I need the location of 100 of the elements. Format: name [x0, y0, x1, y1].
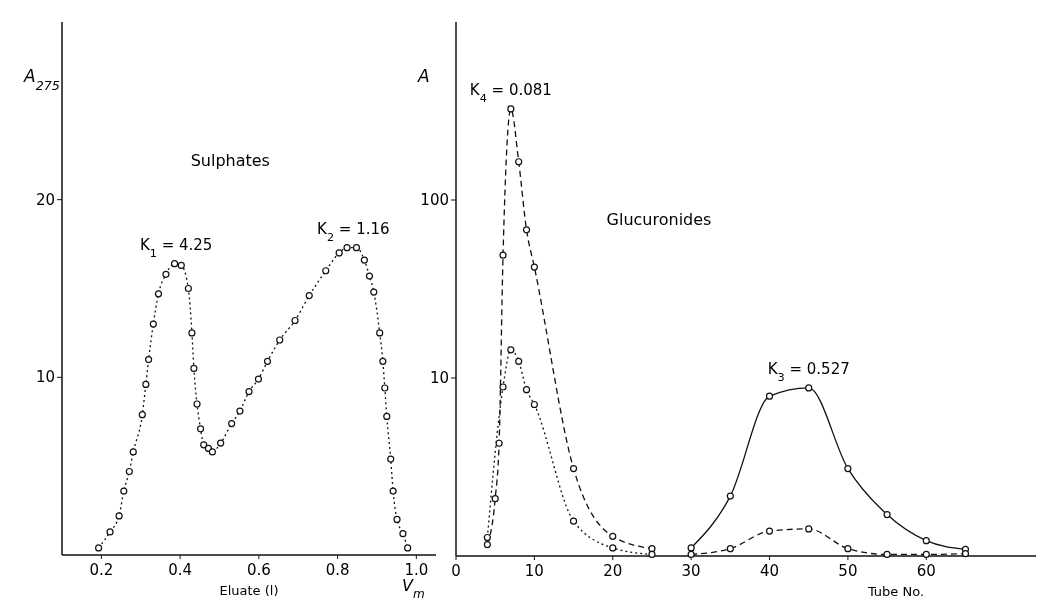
point	[609, 532, 617, 540]
annotation: K$_{4}$ = 0.081	[469, 80, 552, 105]
x-tick-label: 0.8	[325, 561, 350, 579]
point	[515, 158, 523, 166]
point	[609, 544, 617, 552]
x-tick-label: 0.4	[168, 561, 193, 579]
point	[687, 550, 695, 559]
x-tick-label: 10	[524, 562, 544, 580]
point	[142, 380, 150, 389]
x-tick-label: 0.6	[246, 561, 271, 579]
point	[507, 346, 515, 354]
point	[389, 487, 397, 495]
point	[106, 528, 114, 536]
point	[499, 251, 507, 259]
point	[170, 260, 179, 268]
point	[687, 544, 695, 552]
point	[335, 249, 343, 257]
point	[291, 316, 299, 325]
annotation: K$_{3}$ = 0.527	[767, 359, 850, 384]
point	[765, 527, 774, 535]
point	[499, 383, 507, 391]
point	[177, 261, 185, 269]
point	[138, 411, 146, 419]
point	[922, 550, 930, 559]
point	[196, 425, 205, 433]
point	[360, 256, 368, 264]
point	[961, 550, 970, 558]
point	[204, 444, 213, 452]
text: Sulphates	[190, 150, 270, 170]
x-tick-label: 20	[603, 562, 623, 580]
point	[217, 439, 225, 447]
point	[236, 407, 244, 415]
point	[522, 386, 531, 394]
point	[726, 545, 734, 553]
point	[515, 357, 523, 365]
point	[393, 515, 401, 524]
point	[530, 263, 538, 271]
point	[352, 244, 361, 252]
text: V$_{m}$	[402, 576, 425, 601]
point	[491, 495, 499, 503]
x-tick-label: 30	[681, 562, 701, 580]
point	[387, 455, 395, 463]
point	[483, 540, 491, 549]
point	[365, 272, 374, 280]
point	[154, 290, 163, 298]
y-tick-label: 100	[420, 191, 449, 209]
point	[404, 544, 412, 552]
point	[188, 329, 196, 337]
point	[95, 544, 103, 552]
annotation: K$_{1}$ = 4.25	[139, 235, 213, 260]
point	[376, 329, 384, 337]
text: Glucuronides	[606, 209, 712, 229]
point	[569, 517, 578, 525]
point	[922, 537, 930, 545]
point	[483, 533, 491, 542]
point	[200, 441, 208, 449]
point	[805, 384, 813, 392]
point	[322, 267, 330, 275]
point	[254, 375, 263, 383]
point	[379, 357, 387, 365]
point	[399, 530, 407, 538]
point	[726, 492, 734, 500]
x-tick-label: 40	[759, 562, 780, 580]
y-axis-title: A$_{275}$	[23, 66, 60, 93]
point	[883, 550, 891, 559]
point	[184, 284, 192, 293]
point	[245, 387, 253, 396]
point	[844, 545, 852, 553]
x-axis-title: Tube No.	[866, 584, 925, 599]
point	[149, 320, 157, 328]
point	[648, 550, 656, 559]
point	[883, 510, 891, 519]
point	[648, 545, 656, 553]
x-axis-title: Eluate (l)	[219, 583, 279, 598]
point	[190, 364, 198, 373]
x-tick-label: 50	[838, 562, 858, 580]
point	[162, 270, 170, 278]
point	[129, 448, 137, 456]
annotation: K$_{2}$ = 1.16	[317, 219, 390, 244]
x-tick-label: 1.0	[404, 561, 429, 579]
point	[125, 467, 133, 476]
point	[805, 525, 813, 533]
point	[145, 355, 153, 364]
y-axis-title: A	[417, 66, 430, 86]
point	[305, 292, 313, 300]
point	[522, 226, 531, 234]
point	[276, 336, 284, 344]
x-tick-label: 0.2	[89, 561, 114, 579]
x-tick-label: 0	[451, 562, 461, 580]
point	[193, 400, 201, 408]
x-tick-label: 60	[916, 562, 936, 580]
point	[495, 439, 503, 447]
point	[381, 384, 389, 392]
point	[765, 392, 774, 400]
point	[115, 512, 123, 520]
point	[507, 105, 515, 113]
point	[844, 464, 852, 473]
point	[343, 244, 351, 252]
point	[569, 464, 578, 473]
point	[228, 419, 236, 428]
